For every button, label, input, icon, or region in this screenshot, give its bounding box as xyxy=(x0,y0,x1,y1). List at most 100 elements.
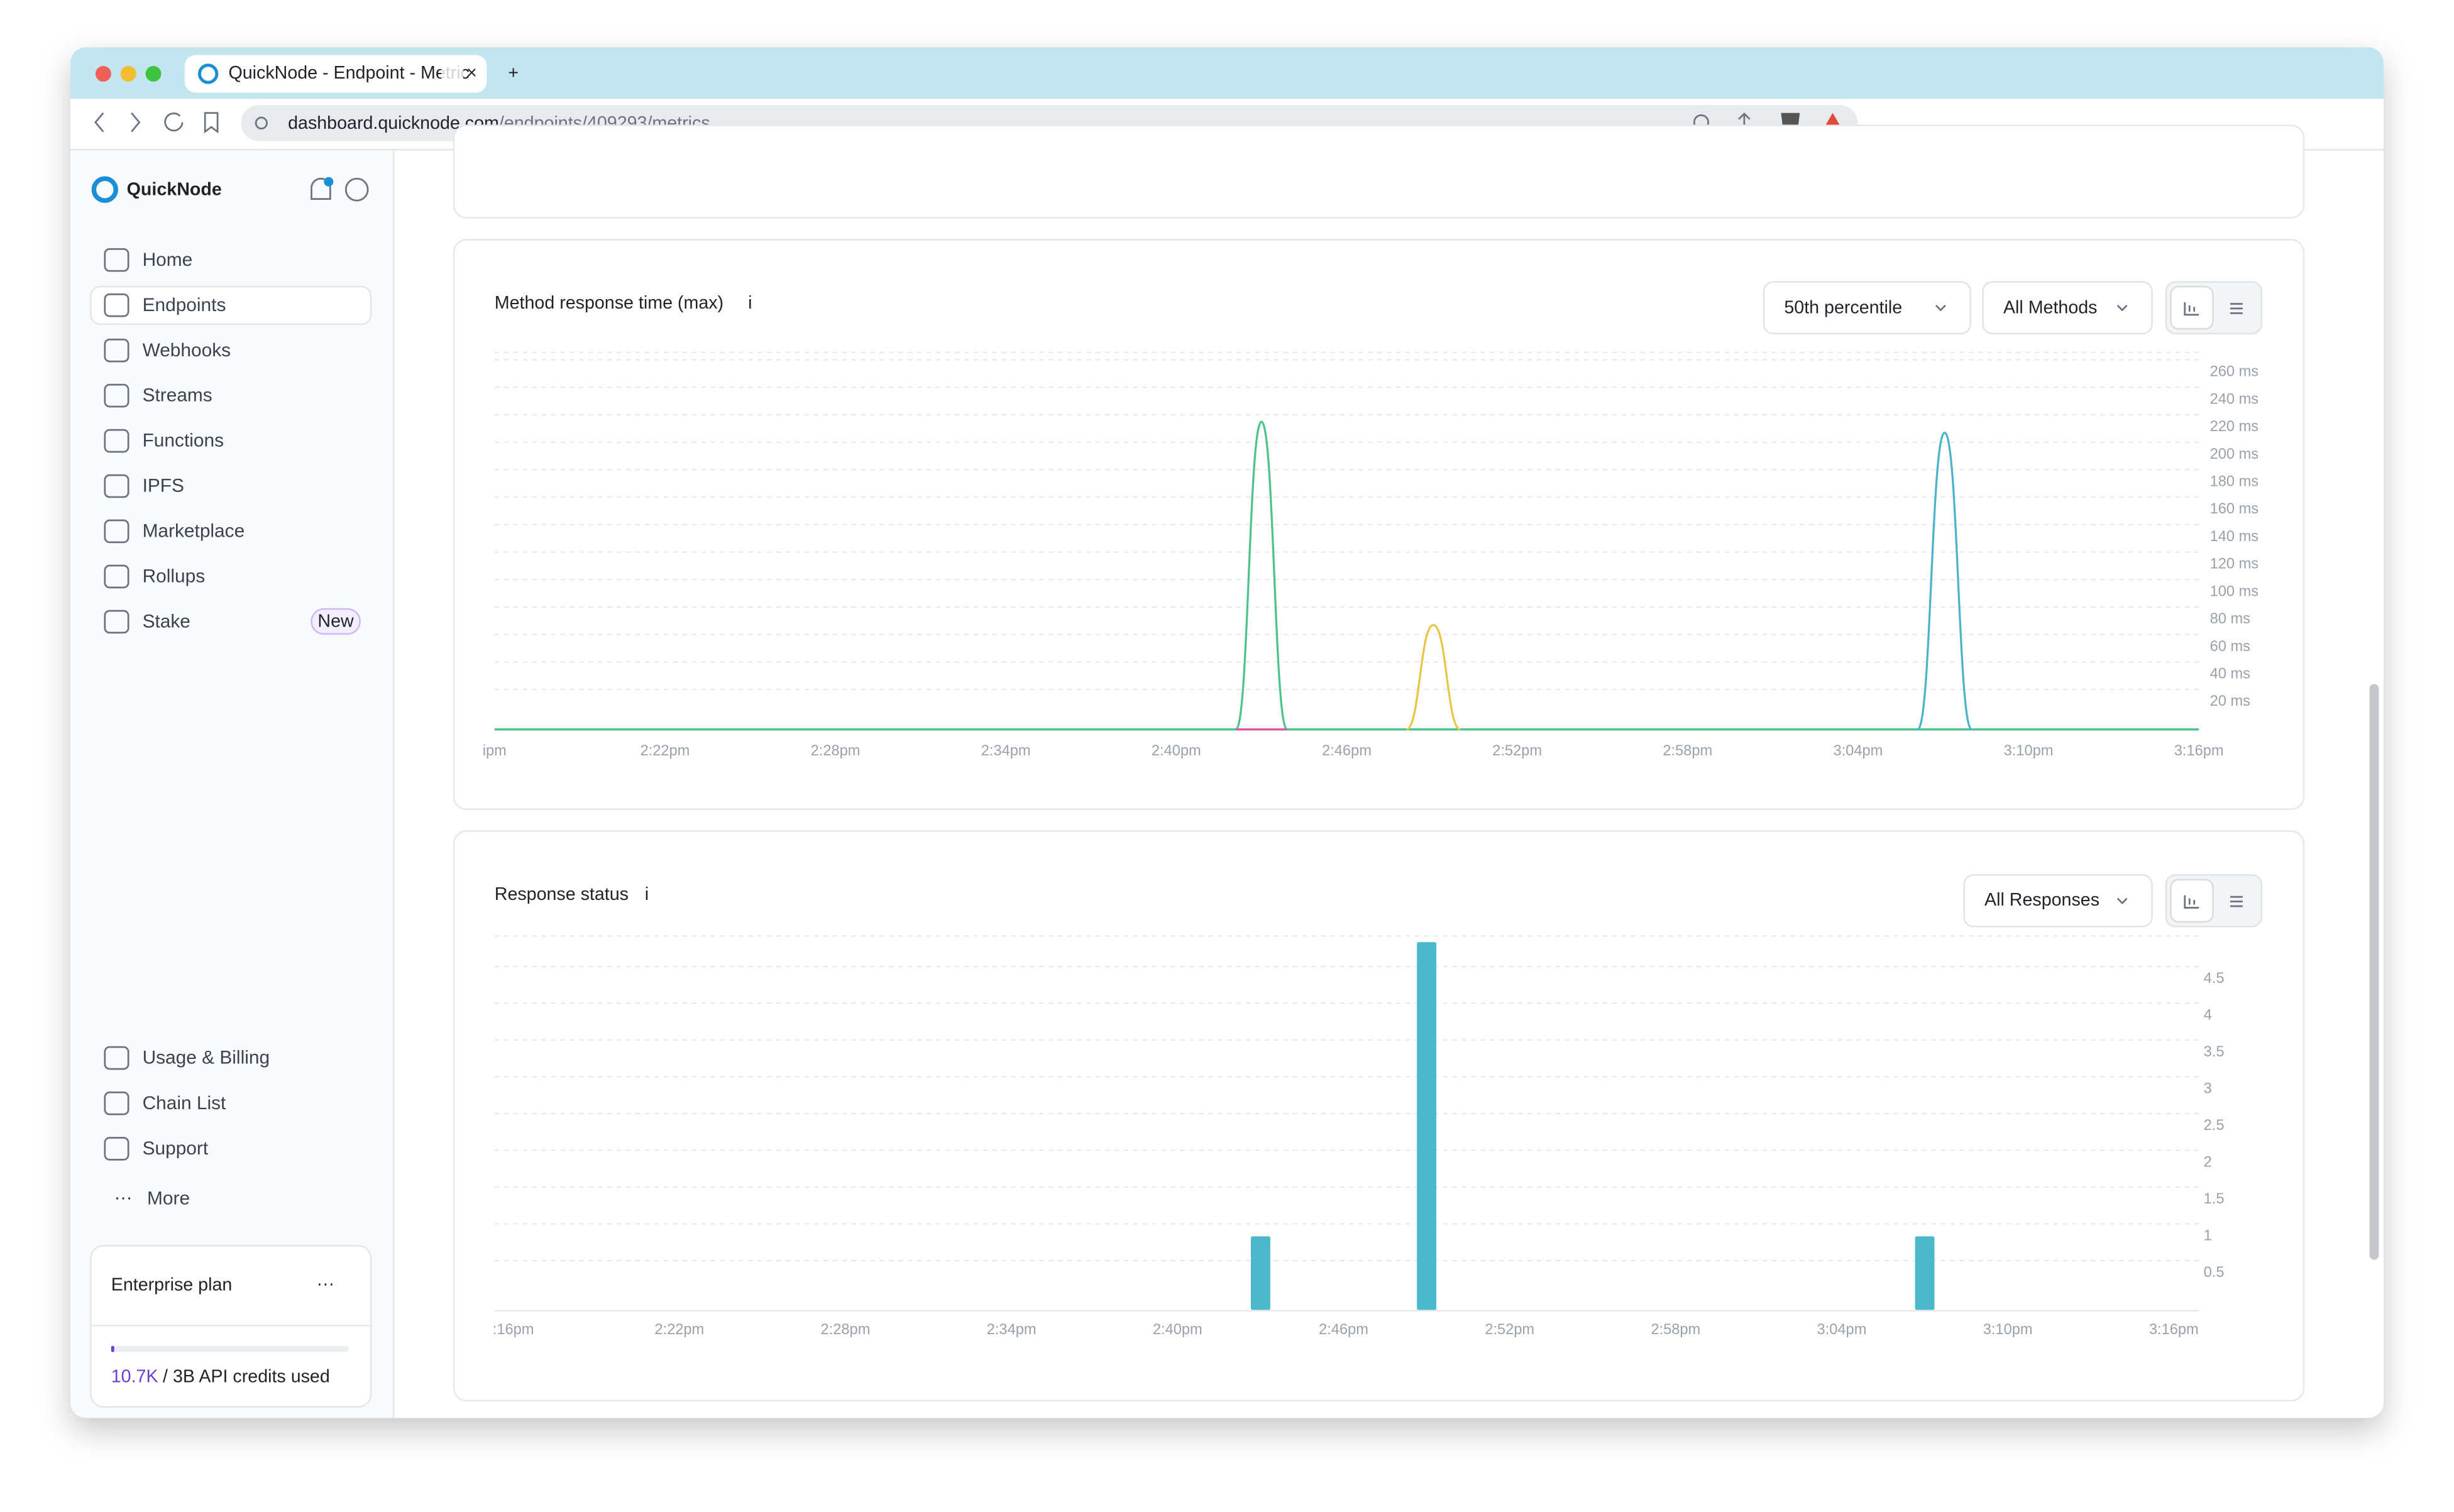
nav-icon xyxy=(104,429,129,453)
nav-item[interactable]: Webhooks xyxy=(143,340,231,361)
chart-area: 20 ms 40 ms 60 ms 80 ms 100 ms 120 ms 140 ms 16… xyxy=(483,351,2259,759)
window-content: QuickNode - Endpoint - Metric × + dashbo… xyxy=(70,47,2384,1418)
nav-item[interactable]: Streams xyxy=(143,385,212,406)
badge: New xyxy=(317,611,354,632)
nav-icon xyxy=(104,610,129,634)
x-tick-label: 3:10pm xyxy=(2004,743,2054,759)
info[interactable]: i xyxy=(645,884,649,904)
nav-item[interactable]: Chain List xyxy=(143,1093,226,1114)
y-tick-label: 2.5 xyxy=(2204,1117,2225,1134)
chart-icon xyxy=(2184,302,2199,316)
x-tick-label: 2:22pm xyxy=(640,743,690,759)
list-view[interactable] xyxy=(2230,896,2243,907)
y-tick-label: 60 ms xyxy=(2210,638,2250,655)
bottom-nav: Usage & Billing Chain List Support xyxy=(104,1046,270,1161)
x-tick-label: 3:04pm xyxy=(1817,1322,1867,1338)
credits-track xyxy=(111,1345,349,1352)
line-series xyxy=(1917,431,1973,731)
tab[interactable] xyxy=(184,55,487,93)
y-tick-label: 4 xyxy=(2204,1007,2212,1024)
tab-title: QuickNode - Endpoint - Metric xyxy=(229,63,470,83)
x-tick-label: 2:34pm xyxy=(981,743,1031,759)
bar xyxy=(1915,1236,1935,1310)
y-tick-label: 180 ms xyxy=(2210,474,2259,490)
dropdown-label: 50th percentile xyxy=(1784,297,1902,317)
view-toggle xyxy=(2165,281,2263,334)
list-view[interactable] xyxy=(2230,303,2243,314)
x-tick-label: 2:34pm xyxy=(987,1322,1037,1338)
nav-icon xyxy=(104,1091,129,1115)
minimize-dot[interactable] xyxy=(120,66,136,82)
x-tick-label: 2:52pm xyxy=(1492,743,1542,759)
nav-icon xyxy=(104,383,129,408)
nav-icon xyxy=(104,519,129,544)
forward[interactable] xyxy=(131,112,141,133)
reload[interactable] xyxy=(164,112,184,132)
plan-menu[interactable]: ··· xyxy=(317,1274,335,1294)
view-toggle xyxy=(2165,874,2263,928)
nav-item[interactable]: Support xyxy=(143,1138,209,1159)
nav-item[interactable]: Home xyxy=(143,249,193,270)
tab-close[interactable]: × xyxy=(466,63,477,83)
site-info[interactable] xyxy=(255,116,268,129)
nav-item[interactable]: Marketplace xyxy=(143,521,245,542)
favicon xyxy=(197,63,219,84)
zoom-dot[interactable] xyxy=(145,66,162,82)
y-tick-label: 240 ms xyxy=(2210,391,2259,407)
dropdown-label: All Methods xyxy=(2003,297,2098,317)
nav-item[interactable]: IPFS xyxy=(143,476,184,496)
bar xyxy=(1417,942,1437,1310)
y-tick-label: 4.5 xyxy=(2204,970,2225,987)
dropdown[interactable] xyxy=(1763,281,1971,334)
chart-icon xyxy=(2184,895,2199,909)
nav-item[interactable]: Rollups xyxy=(143,566,206,587)
y-tick-label: 100 ms xyxy=(2210,583,2259,600)
nav-item[interactable]: Endpoints xyxy=(143,295,226,315)
account[interactable] xyxy=(344,177,369,202)
x-tick-label: 2:28pm xyxy=(821,1322,871,1338)
y-tick-label: 1.5 xyxy=(2204,1191,2225,1207)
x-tick-label: 3:04pm xyxy=(1833,743,1883,759)
more[interactable]: More xyxy=(147,1188,190,1209)
nav-item[interactable]: Stake xyxy=(143,611,190,632)
chart-view[interactable] xyxy=(2170,285,2214,330)
notifications[interactable] xyxy=(311,177,331,200)
info[interactable]: i xyxy=(748,293,752,313)
line-series xyxy=(494,420,2199,731)
more-dots: ··· xyxy=(114,1188,133,1208)
x-tick-label: 2:40pm xyxy=(1153,1322,1202,1338)
chart-view[interactable] xyxy=(2170,879,2214,923)
dropdown[interactable] xyxy=(1963,874,2153,928)
x-tick-label: 2:52pm xyxy=(1485,1322,1534,1338)
bookmark[interactable] xyxy=(204,112,219,134)
y-tick-label: 140 ms xyxy=(2210,529,2259,545)
credits: 10.7K/ 3B API credits used xyxy=(111,1366,330,1386)
card xyxy=(453,830,2305,1402)
x-tick-label: 2:58pm xyxy=(1651,1322,1700,1338)
y-tick-label: 1 xyxy=(2204,1228,2212,1244)
x-tick-label: 2:46pm xyxy=(1322,743,1372,759)
x-tick-label: 3:10pm xyxy=(1983,1322,2033,1338)
nav-item[interactable]: Usage & Billing xyxy=(143,1048,270,1068)
y-tick-label: 160 ms xyxy=(2210,501,2259,517)
nav-icon xyxy=(104,248,129,272)
nav-item[interactable]: Functions xyxy=(143,430,224,451)
credits-fill xyxy=(111,1345,114,1352)
sidebar xyxy=(70,150,393,1418)
nav-icon xyxy=(104,338,129,363)
y-tick-label: 40 ms xyxy=(2210,666,2250,682)
new-tab[interactable]: + xyxy=(508,63,519,83)
dropdown[interactable] xyxy=(1982,281,2153,334)
nav: Home Endpoints Webhooks Streams Functions IPF… xyxy=(104,248,245,634)
chart-area: 0.5 1 1.5 2 2.5 3 3.5 4 4.5:16pm 2:22pm 2:28pm 2:34… xyxy=(493,935,2225,1338)
brand[interactable]: QuickNode xyxy=(127,180,222,200)
logo[interactable] xyxy=(91,176,118,203)
chart-title: Response status xyxy=(495,884,629,904)
scrollbar[interactable] xyxy=(2369,684,2379,1260)
nav-selected xyxy=(90,285,372,326)
close-dot[interactable] xyxy=(95,66,111,82)
credits-used: 10.7K xyxy=(111,1366,158,1386)
back[interactable] xyxy=(94,112,104,133)
chevron xyxy=(2116,897,2128,904)
